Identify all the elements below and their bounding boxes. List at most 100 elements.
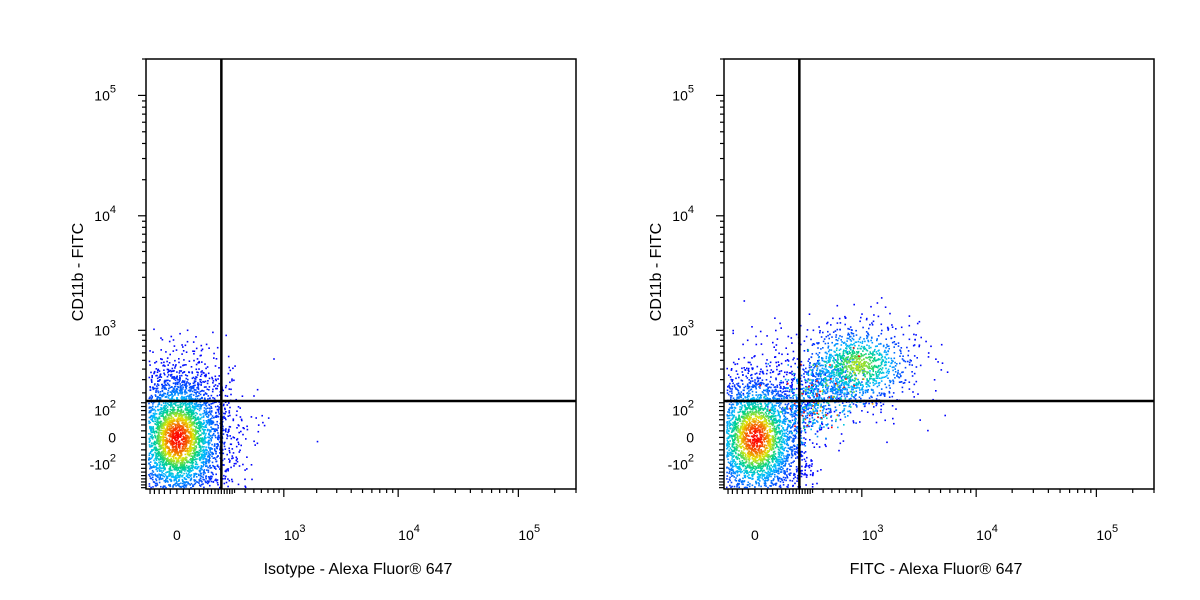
event-dot bbox=[186, 436, 188, 439]
event-dot bbox=[238, 443, 240, 446]
event-dot bbox=[169, 380, 171, 382]
event-dot bbox=[841, 402, 844, 404]
event-dot bbox=[160, 362, 163, 364]
event-dot bbox=[817, 398, 820, 400]
event-dot bbox=[205, 420, 208, 422]
event-dot bbox=[784, 462, 787, 465]
event-dot bbox=[167, 389, 170, 392]
event-dot bbox=[731, 380, 733, 382]
event-dot bbox=[836, 396, 838, 398]
event-dot bbox=[168, 459, 170, 462]
event-dot bbox=[156, 467, 159, 469]
event-dot bbox=[787, 447, 790, 449]
event-dot bbox=[195, 401, 198, 404]
event-dot bbox=[823, 401, 825, 404]
event-dot bbox=[166, 432, 169, 434]
event-dot bbox=[193, 435, 195, 437]
event-dot bbox=[788, 390, 790, 393]
event-dot bbox=[194, 453, 196, 455]
event-dot bbox=[204, 461, 206, 463]
event-dot bbox=[235, 414, 238, 417]
event-dot bbox=[748, 379, 750, 381]
event-dot bbox=[737, 382, 740, 385]
event-dot bbox=[193, 410, 195, 412]
event-dot bbox=[787, 484, 789, 486]
event-dot bbox=[181, 372, 184, 374]
event-dot bbox=[782, 484, 785, 486]
event-dot bbox=[207, 451, 210, 453]
event-dot bbox=[203, 381, 205, 383]
event-dot bbox=[222, 429, 225, 431]
event-dot bbox=[218, 375, 220, 377]
event-dot bbox=[189, 479, 192, 481]
event-dot bbox=[812, 329, 815, 332]
event-dot bbox=[910, 360, 912, 362]
event-dot bbox=[246, 425, 248, 428]
event-dot bbox=[159, 466, 161, 469]
event-dot bbox=[207, 476, 210, 478]
event-dot bbox=[182, 447, 185, 450]
event-dot bbox=[175, 482, 178, 485]
event-dot bbox=[172, 370, 175, 372]
event-dot bbox=[167, 403, 170, 406]
event-dot bbox=[762, 372, 764, 374]
event-dot bbox=[834, 359, 837, 361]
event-dot bbox=[839, 390, 842, 392]
event-dot bbox=[178, 430, 181, 432]
event-dot bbox=[187, 417, 190, 419]
event-dot bbox=[918, 345, 920, 348]
event-dot bbox=[791, 383, 793, 386]
event-dot bbox=[163, 436, 166, 438]
event-dot bbox=[815, 379, 817, 381]
event-dot bbox=[161, 395, 164, 397]
event-dot bbox=[176, 464, 179, 466]
event-dot bbox=[177, 437, 179, 439]
event-dot bbox=[803, 473, 805, 476]
event-dot bbox=[776, 475, 778, 478]
event-dot bbox=[849, 335, 852, 338]
event-dot bbox=[155, 368, 158, 370]
event-dot bbox=[184, 414, 187, 416]
event-dot bbox=[168, 387, 170, 390]
event-dot bbox=[174, 469, 176, 471]
event-dot bbox=[185, 484, 188, 486]
event-dot bbox=[846, 337, 849, 340]
event-dot bbox=[800, 434, 802, 437]
event-dot bbox=[197, 404, 199, 406]
event-dot bbox=[154, 412, 156, 414]
event-dot bbox=[224, 429, 227, 432]
event-dot bbox=[187, 452, 190, 454]
event-dot bbox=[163, 372, 165, 375]
event-dot bbox=[150, 467, 153, 469]
event-dot bbox=[150, 410, 152, 412]
event-dot bbox=[208, 461, 210, 464]
event-dot bbox=[152, 351, 154, 353]
event-dot bbox=[161, 358, 163, 361]
event-dot bbox=[207, 398, 209, 400]
event-dot bbox=[190, 474, 193, 476]
event-dot bbox=[164, 474, 167, 476]
event-dot bbox=[148, 422, 150, 424]
event-dot bbox=[156, 442, 158, 445]
event-dot bbox=[203, 409, 206, 412]
event-dot bbox=[810, 460, 812, 462]
event-dot bbox=[820, 348, 822, 350]
event-dot bbox=[790, 378, 793, 381]
event-dot bbox=[823, 338, 826, 340]
event-dot bbox=[167, 458, 169, 460]
event-dot bbox=[168, 419, 171, 421]
event-dot bbox=[166, 475, 168, 478]
event-dot bbox=[779, 390, 782, 393]
event-dot bbox=[729, 479, 731, 482]
event-dot bbox=[185, 406, 187, 408]
event-dot bbox=[916, 357, 918, 359]
event-dot bbox=[753, 355, 755, 358]
event-dot bbox=[192, 398, 194, 400]
event-dot bbox=[741, 371, 744, 373]
event-dot bbox=[808, 420, 811, 423]
event-dot bbox=[814, 398, 817, 400]
event-dot bbox=[175, 377, 177, 380]
event-dot bbox=[208, 386, 211, 388]
event-dot bbox=[746, 339, 749, 342]
event-dot bbox=[817, 360, 819, 362]
